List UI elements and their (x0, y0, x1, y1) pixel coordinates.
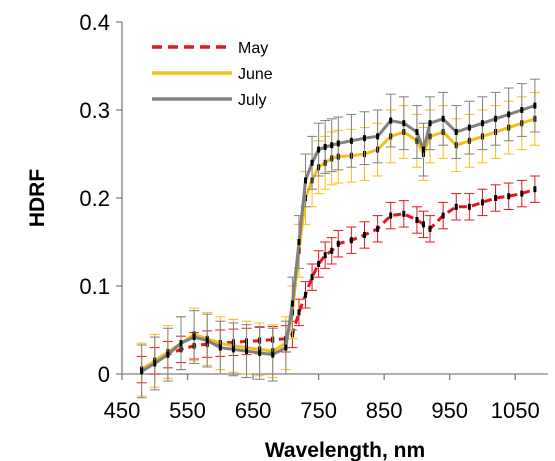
data-point (402, 210, 406, 217)
data-point (304, 291, 308, 298)
data-point (480, 120, 484, 127)
data-point (153, 360, 157, 367)
data-point (441, 115, 445, 122)
data-point (271, 351, 275, 358)
data-point (258, 349, 262, 356)
data-point (323, 143, 327, 150)
y-tick-label: 0 (98, 362, 110, 387)
axes: 0 0.1 0.2 0.3 0.4 450 550 650 750 850 950 1050 Wavel… (26, 10, 548, 461)
data-point (428, 120, 432, 127)
y-tick-label: 0.3 (79, 98, 110, 123)
data-point (205, 337, 209, 344)
data-point (507, 111, 511, 118)
data-point (441, 212, 445, 219)
data-point (421, 146, 425, 153)
data-point (304, 177, 308, 184)
y-axis-title: HDRF (26, 169, 49, 227)
series-july (136, 78, 540, 399)
legend-item-june: June (152, 66, 273, 83)
legend-label: July (238, 92, 266, 109)
y-tick-label: 0.4 (79, 10, 110, 35)
data-point (310, 159, 314, 166)
data-point (533, 102, 537, 109)
series-line (140, 104, 536, 373)
data-point (317, 146, 321, 153)
data-point (297, 239, 301, 245)
data-point (467, 124, 471, 131)
data-point (415, 129, 419, 135)
data-point (231, 346, 235, 353)
x-axis-title: Wavelength, nm (265, 439, 425, 461)
x-tick-label: 650 (235, 398, 272, 423)
data-point (330, 247, 334, 254)
data-point (349, 137, 353, 144)
data-point (179, 340, 183, 347)
data-point (297, 309, 301, 316)
data-point (166, 351, 170, 358)
y-tick-label: 0.1 (79, 274, 110, 299)
x-tick-label: 850 (366, 398, 403, 423)
data-point (507, 193, 511, 200)
data-point (533, 186, 537, 193)
data-point (336, 140, 340, 147)
legend-item-may: May (152, 40, 268, 57)
data-point (245, 348, 249, 355)
data-point (415, 217, 419, 223)
data-point (376, 133, 380, 140)
data-point (362, 231, 366, 238)
data-point (336, 240, 340, 247)
data-point (480, 199, 484, 206)
series-line (140, 187, 536, 371)
data-point (349, 237, 353, 244)
data-point (421, 221, 425, 228)
data-point (454, 203, 458, 210)
data-point (402, 120, 406, 127)
data-point (520, 107, 524, 113)
data-point (323, 252, 327, 259)
x-tick-label: 550 (169, 398, 206, 423)
data-point (454, 129, 458, 135)
data-point (494, 195, 498, 201)
data-point (389, 212, 393, 219)
legend-item-july: July (152, 92, 266, 109)
x-tick-label: 950 (431, 398, 468, 423)
data-point (389, 117, 393, 124)
x-tick-label: 1050 (491, 398, 540, 423)
legend-label: May (238, 40, 268, 57)
data-point (310, 274, 314, 281)
data-point (284, 344, 288, 351)
data-point (218, 344, 222, 351)
data-point (428, 225, 432, 232)
series-layer (136, 78, 540, 399)
x-tick-label: 450 (104, 398, 141, 423)
y-tick-label: 0.2 (79, 186, 110, 211)
data-point (494, 115, 498, 122)
data-point (330, 142, 334, 149)
data-point (376, 225, 380, 232)
data-point (317, 261, 321, 267)
legend: May June July (152, 40, 273, 109)
x-tick-label: 750 (300, 398, 337, 423)
legend-label: June (238, 66, 273, 83)
data-point (520, 190, 524, 197)
data-point (290, 300, 294, 307)
data-point (362, 135, 366, 142)
series-line (140, 117, 536, 371)
series-may (136, 175, 540, 384)
data-point (192, 334, 196, 341)
data-point (140, 368, 144, 375)
data-point (467, 203, 471, 210)
